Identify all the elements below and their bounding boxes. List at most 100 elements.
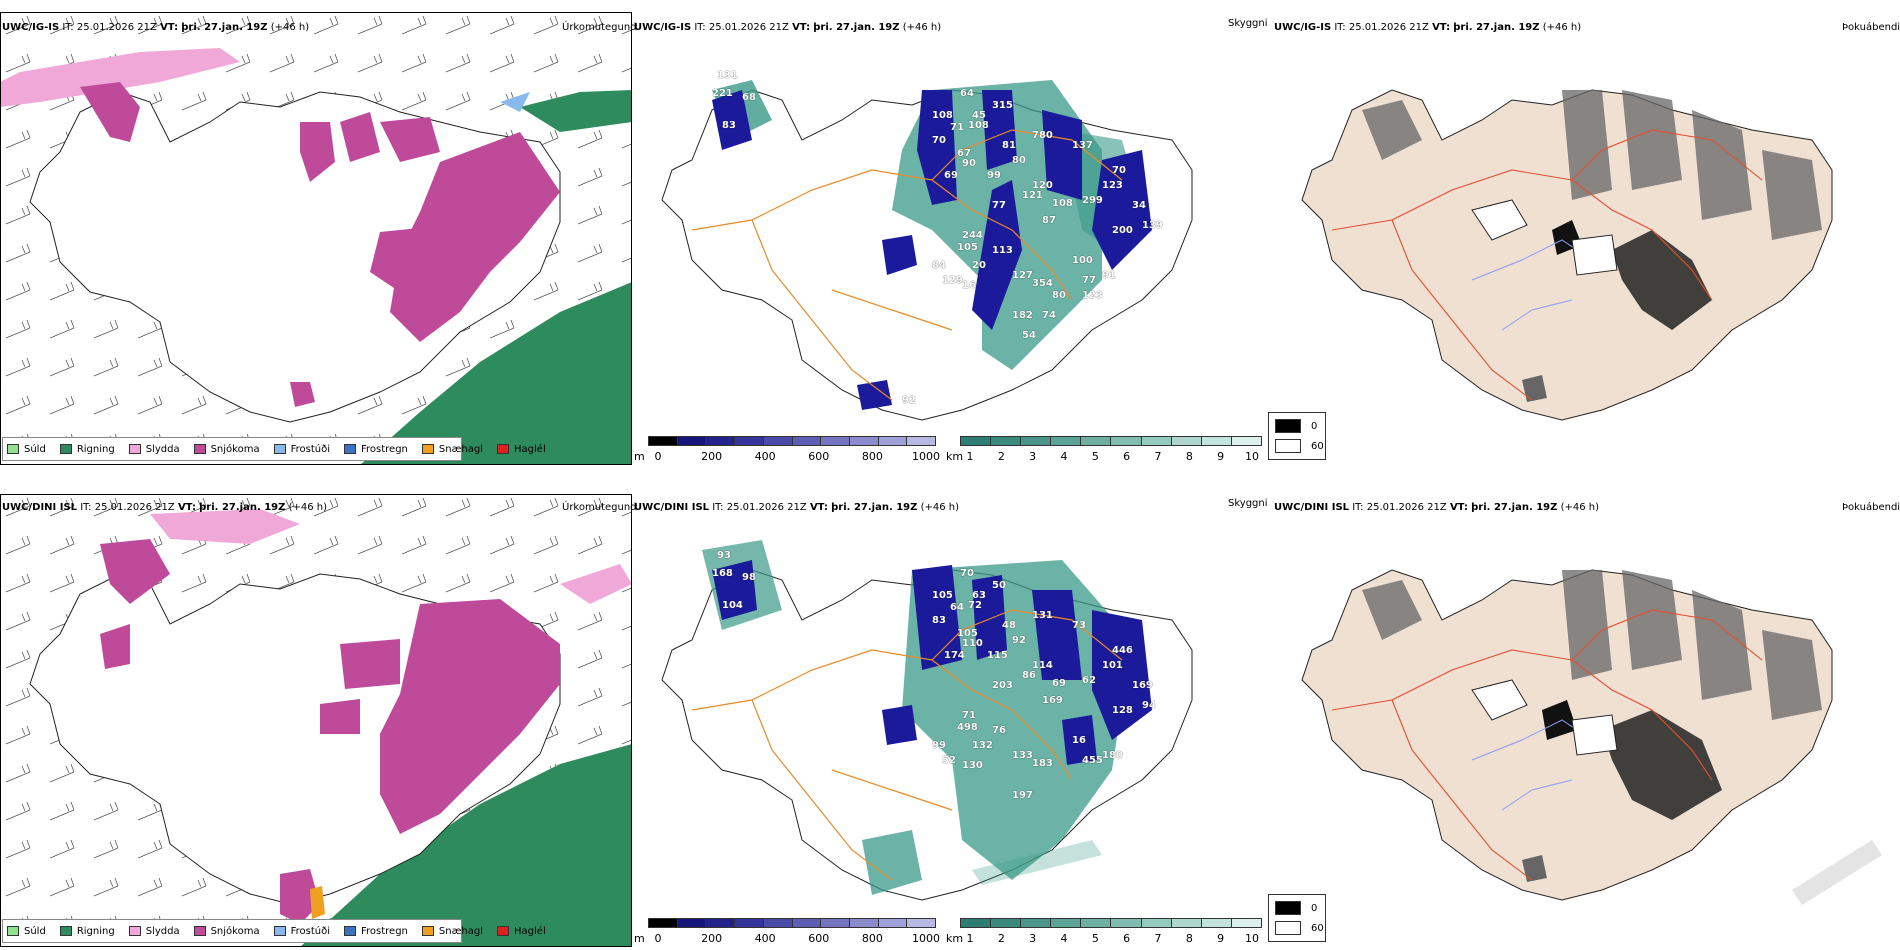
colorbar-segment xyxy=(1231,919,1261,927)
visibility-value: 203 xyxy=(992,680,1013,691)
colorbar-segment xyxy=(1021,437,1052,445)
visibility-value: 87 xyxy=(1042,215,1056,226)
colorbar-tick: 600 xyxy=(808,932,830,945)
visibility-value: 77 xyxy=(1082,275,1096,286)
visibility-value: 113 xyxy=(992,245,1013,256)
visibility-value: 20 xyxy=(972,260,986,271)
visibility-value: 132 xyxy=(972,740,993,751)
visibility-value: 108 xyxy=(932,110,953,121)
legend-swatch xyxy=(497,444,510,454)
visibility-value: 86 xyxy=(1022,670,1036,681)
visibility-value: 200 xyxy=(1112,225,1133,236)
colorbar-tick: 200 xyxy=(701,450,723,463)
cloud-legend-label: 60 xyxy=(1311,440,1324,452)
vis-colorbar-row1: km 1 2 3 4 5 6 7 8 9 10 xyxy=(946,436,1266,466)
visibility-value: 92 xyxy=(902,395,916,406)
colorbar-segment xyxy=(991,919,1022,927)
visibility-value: 354 xyxy=(1032,278,1053,289)
cloud-legend-swatch xyxy=(1275,419,1301,433)
height-colorbar-row2: m 0 200 400 600 800 1000 xyxy=(634,918,940,948)
visibility-value: 52 xyxy=(942,755,956,766)
colorbar-strip xyxy=(648,918,936,928)
colorbar-segment xyxy=(961,437,992,445)
legend-item: Súld xyxy=(7,444,46,455)
visibility-value: 68 xyxy=(742,92,756,103)
colorbar-segment xyxy=(907,919,936,927)
legend-label: Snæhagl xyxy=(438,443,484,455)
vis-colorbar-row2: km 1 2 3 4 5 6 7 8 9 10 xyxy=(946,918,1266,948)
visibility-value: 315 xyxy=(992,100,1013,111)
colorbar-segment xyxy=(1081,919,1112,927)
colorbar-tick: 3 xyxy=(1029,450,1037,463)
visibility-value: 74 xyxy=(1042,310,1056,321)
cloud-legend-row: 0 xyxy=(1275,901,1317,915)
legend-item: Snjókoma xyxy=(193,443,260,455)
vis-header-row1: UWC/IG-IS IT: 25.01.2026 21Z VT: þri. 27… xyxy=(634,22,942,33)
visibility-value: 110 xyxy=(962,638,983,649)
visibility-value: 92 xyxy=(1012,635,1026,646)
colorbar-tick: 7 xyxy=(1154,932,1162,945)
visibility-value: 120 xyxy=(1032,180,1053,191)
visibility-value: 127 xyxy=(1012,270,1033,281)
legend-item: Frostregn xyxy=(344,444,408,455)
visibility-value: 80 xyxy=(1052,290,1066,301)
legend-swatch xyxy=(128,926,141,936)
legend-label: Frostregn xyxy=(361,925,408,937)
legend-label: Haglél xyxy=(514,443,546,455)
legend-item: Snjókoma xyxy=(193,925,260,937)
colorbar-strip xyxy=(960,436,1262,446)
visibility-value: 123 xyxy=(1082,290,1103,301)
colorbar-unit: km xyxy=(946,450,964,463)
visibility-value: 183 xyxy=(1032,758,1053,769)
colorbar-segment xyxy=(649,437,678,445)
visibility-value: 115 xyxy=(987,650,1008,661)
colorbar-segment xyxy=(849,437,879,445)
vis-panel-row2 xyxy=(632,510,1272,940)
colorbar-tick: 800 xyxy=(861,932,883,945)
visibility-value: 169 xyxy=(1132,680,1153,691)
legend-swatch xyxy=(7,444,19,454)
colorbar-tick: 10 xyxy=(1245,450,1259,463)
legend-label: Snjókoma xyxy=(210,443,260,455)
visibility-value: 180 xyxy=(1102,750,1123,761)
colorbar-unit: m xyxy=(634,450,645,463)
legend-swatch xyxy=(59,926,72,936)
legend-label: Snjókoma xyxy=(210,925,260,937)
colorbar-segment xyxy=(763,919,793,927)
colorbar-segment xyxy=(735,919,764,927)
cloud-legend-label: 0 xyxy=(1311,420,1318,432)
visibility-value: 63 xyxy=(972,590,986,601)
colorbar-tick: 3 xyxy=(1029,932,1037,945)
visibility-value: 137 xyxy=(1072,140,1093,151)
visibility-value: 69 xyxy=(1052,678,1066,689)
colorbar-tick: 5 xyxy=(1091,450,1099,463)
legend-item: Frostúði xyxy=(273,926,330,937)
colorbar-segment xyxy=(1141,437,1172,445)
fog-map-row1 xyxy=(1301,89,1833,421)
visibility-value: 130 xyxy=(962,760,983,771)
legend-item: Haglél xyxy=(497,926,546,937)
legend-item: Snæhagl xyxy=(421,443,484,455)
vis-numbers-row1: 131 221 68 83 64 315 108 45 108 71 137 780 70 67 81 90 9… xyxy=(632,30,1272,460)
colorbar-segment xyxy=(792,919,822,927)
colorbar-tick: 400 xyxy=(754,450,776,463)
visibility-value: 108 xyxy=(968,120,989,131)
visibility-value: 446 xyxy=(1112,645,1133,656)
colorbar-tick: 1 xyxy=(966,450,974,463)
colorbar-tick: 8 xyxy=(1185,932,1193,945)
visibility-value: 94 xyxy=(1142,700,1156,711)
colorbar-tick: 8 xyxy=(1185,450,1193,463)
colorbar-strip xyxy=(960,918,1262,928)
precip-header-row1: UWC/IG-IS IT: 25.01.2026 21Z VT: þri. 27… xyxy=(2,22,310,33)
precip-legend-row2: Súld Rigning Slydda Snjókoma Frostúði Frostre… xyxy=(2,919,546,943)
cloud-legend-row1: 0 60 xyxy=(1268,412,1326,460)
legend-label: Súld xyxy=(24,925,46,937)
visibility-value: 76 xyxy=(992,725,1006,736)
legend-label: Frostúði xyxy=(290,443,330,455)
visibility-value: 80 xyxy=(1012,155,1026,166)
cloud-legend-swatch xyxy=(1275,921,1301,935)
visibility-value: 90 xyxy=(962,158,976,169)
colorbar-segment xyxy=(677,919,707,927)
colorbar-tick: 10 xyxy=(1245,932,1259,945)
legend-swatch xyxy=(193,444,206,454)
